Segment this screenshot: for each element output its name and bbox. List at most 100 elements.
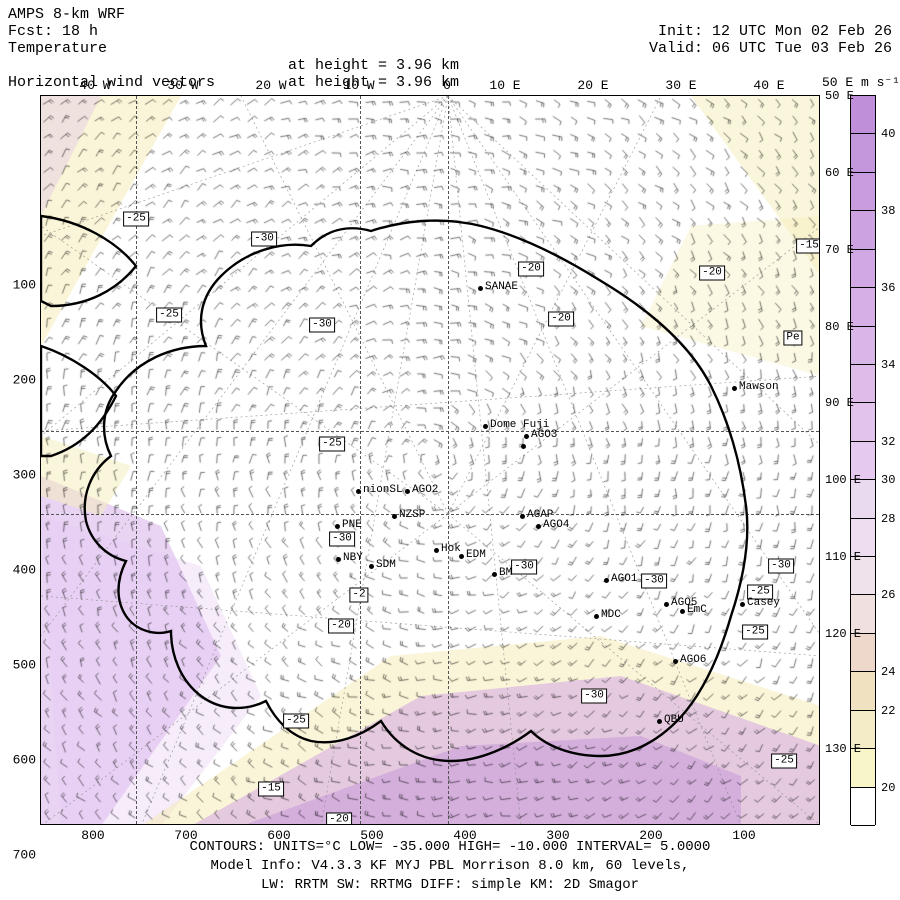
- left-pressure-axis: 100 200 300 400 500 600 700: [2, 95, 38, 825]
- valid-label: Valid: 06 UTC Tue 03 Feb 26: [649, 40, 892, 57]
- temperature-label-6: -20: [699, 266, 725, 281]
- fcst-label: Fcst: 18 h: [8, 23, 98, 40]
- station-dot-icon: [369, 564, 374, 569]
- init-label: Init: 12 UTC Mon 02 Feb 26: [658, 23, 892, 40]
- temperature-label-2: -25: [156, 308, 182, 323]
- station-dot-icon: [392, 514, 397, 519]
- station-dot-icon: [657, 719, 662, 724]
- colorbar-segment-6: 80 E 34: [851, 327, 875, 365]
- temperature-label-19: -25: [283, 714, 309, 729]
- station-label-text: SDM: [376, 559, 396, 571]
- colorbar-speed-label: 40: [881, 127, 895, 141]
- temperature-label-3: -30: [309, 318, 335, 333]
- colorbar-segment-7: [851, 365, 875, 403]
- station-dot-icon: [336, 557, 341, 562]
- station-dot-icon: [492, 572, 497, 577]
- colorbar-segment-1: [851, 134, 875, 172]
- temperature-label-20: -25: [771, 754, 797, 769]
- colorbar-longitude-label: 110 E: [825, 550, 861, 564]
- colorbar-longitude-label: 50 E: [825, 89, 854, 103]
- colorbar-speed-label: 24: [881, 665, 895, 679]
- colorbar-segment-5: [851, 288, 875, 326]
- station-dot-icon: [673, 659, 678, 664]
- colorbar-speed-label: 32: [881, 435, 895, 449]
- colorbar-speed-label: 30: [881, 473, 895, 487]
- colorbar-speed-label: 20: [881, 781, 895, 795]
- colorbar-longitude-label: 80 E: [825, 320, 854, 334]
- station-dot-icon: [335, 524, 340, 529]
- colorbar-longitude-label: 70 E: [825, 243, 854, 257]
- temperature-label-9: -25: [319, 437, 345, 452]
- temperature-label-4: -20: [518, 262, 544, 277]
- station-label-text: AGO6: [680, 654, 706, 666]
- station-dot-icon: [604, 578, 609, 583]
- station-dot-icon: [740, 602, 745, 607]
- station-label-text: NBY: [343, 552, 363, 564]
- station-label-text: EmC: [687, 604, 707, 616]
- colorbar-segment-12: 110 E 26: [851, 557, 875, 595]
- model-title: AMPS 8-km WRF: [8, 6, 125, 23]
- footer-info: CONTOURS: UNITS=°C LOW= -35.000 HIGH= -1…: [0, 838, 900, 895]
- temperature-height-label: at height = 3.96 km: [288, 57, 459, 74]
- colorbar-longitude-label: 60 E: [825, 166, 854, 180]
- temperature-label-21: -15: [258, 782, 284, 797]
- station-dot-icon: [664, 602, 669, 607]
- colorbar-longitude-label: 100 E: [825, 473, 861, 487]
- station-label-text: AGO3: [531, 429, 557, 441]
- station-dot-icon: [536, 524, 541, 529]
- station-dot-icon: [520, 514, 525, 519]
- station-label-text: BM: [499, 567, 512, 579]
- colorbar-segment-2: 60 E 38: [851, 173, 875, 211]
- temperature-label-13: -2: [349, 588, 368, 603]
- colorbar-speed-label: 38: [881, 204, 895, 218]
- colorbar-segment-14: 120 E 24: [851, 634, 875, 672]
- top-longitude-axis: 40 W 30 W 20 W 10 W 0 10 E 20 E 30 E 40 …: [40, 78, 820, 94]
- temperature-label-7: -15: [796, 239, 820, 254]
- temperature-label-1: -30: [251, 232, 277, 247]
- station-label-text: Mawson: [739, 381, 779, 393]
- temperature-label-0: -25: [123, 212, 149, 227]
- station-dot-icon: [524, 434, 529, 439]
- colorbar-segment-15: 22: [851, 672, 875, 710]
- station-dot-icon: [483, 424, 488, 429]
- temperature-label-5: -20: [548, 312, 574, 327]
- wind-vector-field: [41, 96, 820, 825]
- station-dot-icon: [434, 548, 439, 553]
- station-dot-icon: [521, 444, 526, 449]
- station-dot-icon: [594, 614, 599, 619]
- station-dot-icon: [478, 286, 483, 291]
- temperature-label-12: -30: [511, 560, 537, 575]
- station-label-text: EDM: [466, 549, 486, 561]
- station-label-text: AGO1: [611, 573, 637, 585]
- station-dot-icon: [459, 554, 464, 559]
- station-dot-icon: [356, 489, 361, 494]
- colorbar-segment-8: 90 E 32: [851, 403, 875, 441]
- colorbar-gradient: 50 E 40 60 E 38 70 E 36 80 E 34 90 E 32 30 100 E 28 1…: [850, 95, 876, 825]
- colorbar-longitude-label: 90 E: [825, 396, 854, 410]
- temperature-label-16: -25: [742, 625, 768, 640]
- temperature-label-11: -20: [328, 619, 354, 634]
- station-label-text: NZSP: [399, 509, 425, 521]
- colorbar-segment-17: 130 E 20: [851, 749, 875, 787]
- header: AMPS 8-km WRF Fcst: 18 h Init: 12 UTC Mo…: [8, 6, 892, 84]
- station-dot-icon: [732, 386, 737, 391]
- colorbar-segment-18: [851, 788, 875, 826]
- station-label-text: AGO2: [412, 484, 438, 496]
- temperature-label-18: -30: [581, 689, 607, 704]
- temperature-label-22: -20: [326, 813, 352, 826]
- station-label-text: QBU: [664, 714, 684, 726]
- temperature-label: Temperature: [8, 40, 107, 57]
- station-label-text: PNE: [342, 519, 362, 531]
- station-dot-icon: [405, 489, 410, 494]
- temperature-label-14: -30: [768, 559, 794, 574]
- colorbar-longitude-label: 130 E: [825, 742, 861, 756]
- station-label-text: MDC: [601, 609, 621, 621]
- colorbar-speed-label: 22: [881, 704, 895, 718]
- antarctica-weather-map[interactable]: -25 -30 -25 -30 -20 -20 -20 -15 Pe -25 -30 -20 -30 -2…: [40, 95, 820, 825]
- colorbar-segment-10: 100 E 28: [851, 480, 875, 518]
- station-label-text: SANAE: [485, 281, 518, 293]
- station-label-text: nionSL: [363, 484, 403, 496]
- station-label-text: Hok: [441, 543, 461, 555]
- colorbar-speed-label: 26: [881, 588, 895, 602]
